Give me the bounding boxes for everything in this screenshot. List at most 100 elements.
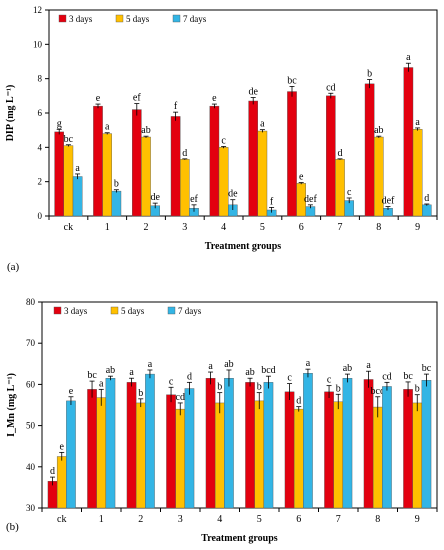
significance-label: c (287, 373, 292, 384)
y-tick-label: 40 (26, 462, 36, 472)
x-axis-title: Treatment groups (205, 241, 281, 252)
bar-7-days-9 (422, 204, 432, 217)
bar-7-days-3 (184, 388, 195, 509)
legend-swatch (53, 306, 62, 315)
significance-label: e (69, 386, 74, 397)
legend-swatch (110, 306, 119, 315)
x-tick-label: 1 (99, 514, 104, 525)
bar-3-days-3 (166, 394, 176, 509)
significance-label: b (257, 382, 262, 393)
x-axis-title: Treatment groups (201, 533, 277, 544)
y-tick-label: 8 (38, 74, 43, 84)
y-tick-label: 12 (33, 5, 42, 15)
significance-label: d (296, 396, 301, 407)
significance-label: b (217, 382, 222, 393)
significance-label: b (336, 383, 341, 394)
bar-3-days-2 (126, 382, 137, 509)
significance-label: c (327, 375, 332, 386)
significance-label: a (406, 52, 411, 63)
bar-5-days-9 (412, 129, 423, 217)
significance-label: a (148, 359, 153, 370)
x-tick-label: 5 (260, 222, 265, 233)
x-tick-label: 2 (138, 514, 143, 525)
bar-7-days-1 (111, 190, 122, 217)
legend: 3 days 5 days 7 days (58, 14, 207, 24)
y-tick-label: 70 (26, 338, 36, 348)
y-tick-label: 80 (26, 297, 36, 307)
bar-3-days-3 (170, 116, 181, 217)
x-tick-label: 6 (299, 222, 304, 233)
bar-3-days-8 (364, 83, 375, 217)
y-axis-title: I_Mn (mg L⁻¹) (6, 373, 17, 437)
legend-label: 7 days (178, 306, 202, 316)
bar-7-days-7 (342, 378, 353, 509)
x-tick-label: 7 (336, 514, 341, 525)
significance-label: a (99, 378, 104, 389)
significance-label: ab (224, 359, 233, 370)
bar-3-days-4 (209, 105, 220, 217)
x-tick-label: 4 (217, 514, 222, 525)
bar-3-days-7 (326, 95, 336, 217)
bar-7-days-4 (224, 378, 234, 509)
bar-5-days-4 (214, 402, 225, 509)
bar-3-days-5 (248, 100, 259, 217)
legend-label: 5 days (126, 14, 150, 24)
x-tick-label: 4 (221, 222, 226, 233)
significance-label: a (105, 122, 110, 133)
x-tick-label: 8 (376, 222, 381, 233)
significance-label: bcd (261, 365, 275, 376)
significance-label: ab (141, 125, 150, 136)
significance-label: e (60, 441, 65, 452)
bar-5-days-3 (175, 408, 186, 509)
significance-label: ab (106, 365, 115, 376)
legend-label: 5 days (121, 306, 145, 316)
bar-7-days-5 (263, 382, 274, 509)
significance-label: a (260, 119, 265, 130)
bar-3-days-9 (403, 67, 414, 217)
significance-label: de (248, 87, 258, 98)
significance-label: e (212, 93, 217, 104)
significance-label: d (338, 148, 343, 159)
legend-swatch (115, 14, 124, 23)
bar-3-days-6 (287, 91, 297, 217)
significance-label: b (367, 69, 372, 80)
bar-5-days-9 (412, 402, 423, 509)
bar-3-days-5 (245, 382, 255, 509)
significance-label: bc (287, 75, 297, 86)
bar-5-days-5 (254, 400, 265, 509)
x-tick-label: 5 (257, 514, 262, 525)
significance-label: cd (176, 392, 185, 403)
significance-label: c (169, 376, 174, 387)
significance-label: a (208, 361, 213, 372)
significance-label: cd (326, 82, 335, 93)
significance-label: a (75, 163, 80, 174)
significance-label: ab (343, 363, 352, 374)
significance-label: d (50, 466, 55, 477)
legend-label: 3 days (64, 306, 88, 316)
significance-label: d (182, 148, 187, 159)
bar-3-days-9 (403, 389, 413, 509)
bar-5-days-2 (135, 402, 146, 509)
legend-swatch (172, 14, 181, 23)
x-tick-label: 9 (415, 514, 420, 525)
significance-label: e (299, 172, 304, 183)
significance-label: b (114, 179, 119, 190)
significance-label: bcd (371, 386, 385, 397)
x-tick-label: 6 (296, 514, 301, 525)
x-tick-label: 3 (182, 222, 187, 233)
bar-3-days-2 (131, 109, 142, 217)
x-tick-label: 3 (178, 514, 183, 525)
bar-7-days-8 (382, 386, 392, 509)
significance-label: bc (64, 134, 74, 145)
bar-3-days-4 (205, 378, 216, 509)
chart-panel-1: 024681012gbcackeab1efabde2fdef3ecde4deaf… (5, 5, 438, 273)
y-axis-title: DIP (mg L⁻¹) (5, 85, 16, 142)
bar-3-days-7 (324, 391, 334, 509)
x-tick-label: 1 (105, 222, 110, 233)
x-tick-label: ck (57, 514, 66, 525)
bar-3-days-ck (54, 131, 64, 217)
bar-7-days-1 (105, 378, 116, 509)
legend-label: 3 days (69, 14, 93, 24)
significance-label: ef (133, 93, 141, 104)
significance-label: d (424, 193, 429, 204)
